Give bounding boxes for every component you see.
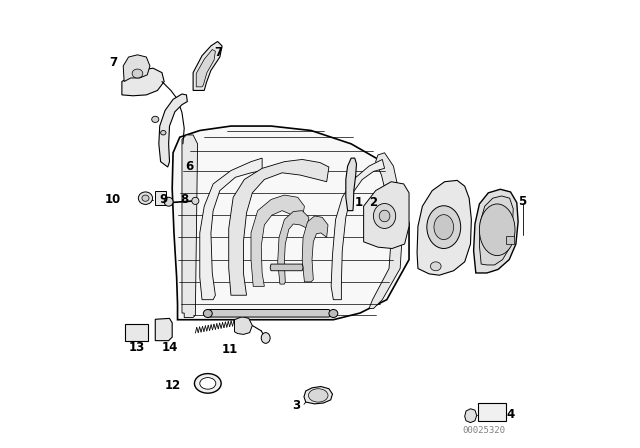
Polygon shape <box>182 135 198 318</box>
Polygon shape <box>251 195 305 286</box>
Polygon shape <box>304 387 332 404</box>
Polygon shape <box>196 49 216 87</box>
Ellipse shape <box>152 116 159 122</box>
Polygon shape <box>346 158 356 211</box>
Ellipse shape <box>132 69 143 78</box>
Polygon shape <box>270 264 303 271</box>
Polygon shape <box>228 159 329 295</box>
Text: 00025320: 00025320 <box>463 426 506 435</box>
Ellipse shape <box>195 374 221 393</box>
Ellipse shape <box>434 215 454 240</box>
Polygon shape <box>465 409 477 422</box>
Polygon shape <box>364 182 409 249</box>
Polygon shape <box>204 310 332 317</box>
Ellipse shape <box>431 262 441 271</box>
Ellipse shape <box>261 332 270 343</box>
Polygon shape <box>156 319 172 340</box>
Ellipse shape <box>164 197 173 206</box>
Bar <box>479 403 506 421</box>
Polygon shape <box>122 68 164 96</box>
Polygon shape <box>278 211 309 284</box>
Text: 13: 13 <box>129 341 145 354</box>
Polygon shape <box>479 196 513 265</box>
Ellipse shape <box>204 310 212 318</box>
Ellipse shape <box>138 192 152 204</box>
Polygon shape <box>302 216 328 282</box>
Polygon shape <box>369 153 403 309</box>
Polygon shape <box>124 55 150 82</box>
Polygon shape <box>172 126 409 320</box>
Text: 3: 3 <box>292 399 301 412</box>
Text: 2: 2 <box>369 196 377 209</box>
Polygon shape <box>200 158 262 300</box>
Ellipse shape <box>142 195 149 201</box>
Ellipse shape <box>161 130 166 135</box>
Ellipse shape <box>479 204 515 256</box>
Polygon shape <box>234 317 252 334</box>
Text: 7: 7 <box>214 46 222 59</box>
Ellipse shape <box>380 210 390 222</box>
Text: 7: 7 <box>109 56 117 69</box>
Bar <box>125 324 148 340</box>
Text: 9: 9 <box>159 193 168 206</box>
Ellipse shape <box>373 203 396 228</box>
Text: 5: 5 <box>518 195 527 208</box>
Ellipse shape <box>329 310 338 318</box>
Text: 6: 6 <box>186 159 194 172</box>
Ellipse shape <box>308 389 328 402</box>
Text: 10: 10 <box>105 193 121 206</box>
Text: 8: 8 <box>180 193 188 206</box>
Polygon shape <box>159 94 188 167</box>
Polygon shape <box>193 42 222 90</box>
Text: 14: 14 <box>161 341 178 354</box>
Text: 11: 11 <box>222 343 238 356</box>
Bar <box>506 236 514 244</box>
Polygon shape <box>331 159 385 300</box>
Ellipse shape <box>200 378 216 389</box>
Ellipse shape <box>192 197 199 204</box>
Text: 4: 4 <box>506 408 515 421</box>
Text: 12: 12 <box>165 379 181 392</box>
Text: 1: 1 <box>355 196 363 209</box>
Polygon shape <box>417 181 472 275</box>
Ellipse shape <box>427 206 461 249</box>
Bar <box>156 191 166 205</box>
Polygon shape <box>474 189 518 273</box>
